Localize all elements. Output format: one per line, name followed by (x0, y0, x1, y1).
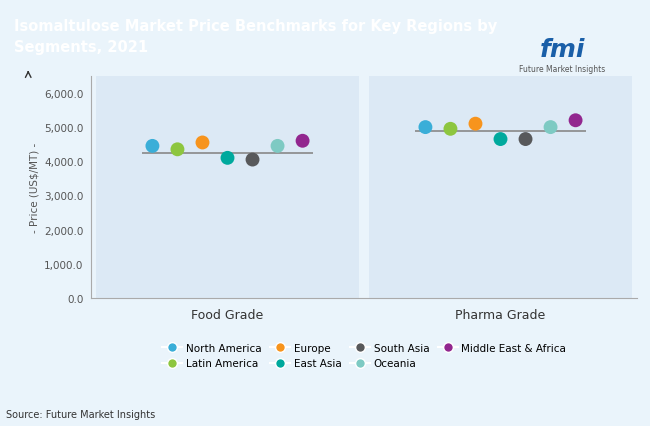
Bar (369, 77, 632, 298)
Text: Isomaltulose Market Price Benchmarks for Key Regions by
Segments, 2021: Isomaltulose Market Price Benchmarks for… (14, 19, 497, 55)
Point (420, 124, 430, 131)
Point (520, 136, 530, 143)
Point (495, 136, 506, 143)
Point (198, 140, 208, 147)
Point (172, 147, 183, 153)
Y-axis label: - Price (US$/MT) -: - Price (US$/MT) - (30, 142, 40, 233)
Point (570, 118, 580, 124)
Text: Future Market Insights: Future Market Insights (519, 64, 605, 74)
Point (248, 157, 258, 164)
Point (222, 155, 233, 162)
Text: fmi: fmi (540, 38, 585, 62)
Point (545, 124, 556, 131)
Point (147, 143, 158, 150)
Point (272, 143, 283, 150)
Text: Source: Future Market Insights: Source: Future Market Insights (6, 409, 156, 419)
Legend: North America, Latin America, Europe, East Asia, South Asia, Oceania, Middle Eas: North America, Latin America, Europe, Ea… (162, 343, 566, 368)
Point (445, 126, 456, 133)
Point (471, 121, 481, 128)
Bar (96, 77, 359, 298)
Point (297, 138, 308, 145)
